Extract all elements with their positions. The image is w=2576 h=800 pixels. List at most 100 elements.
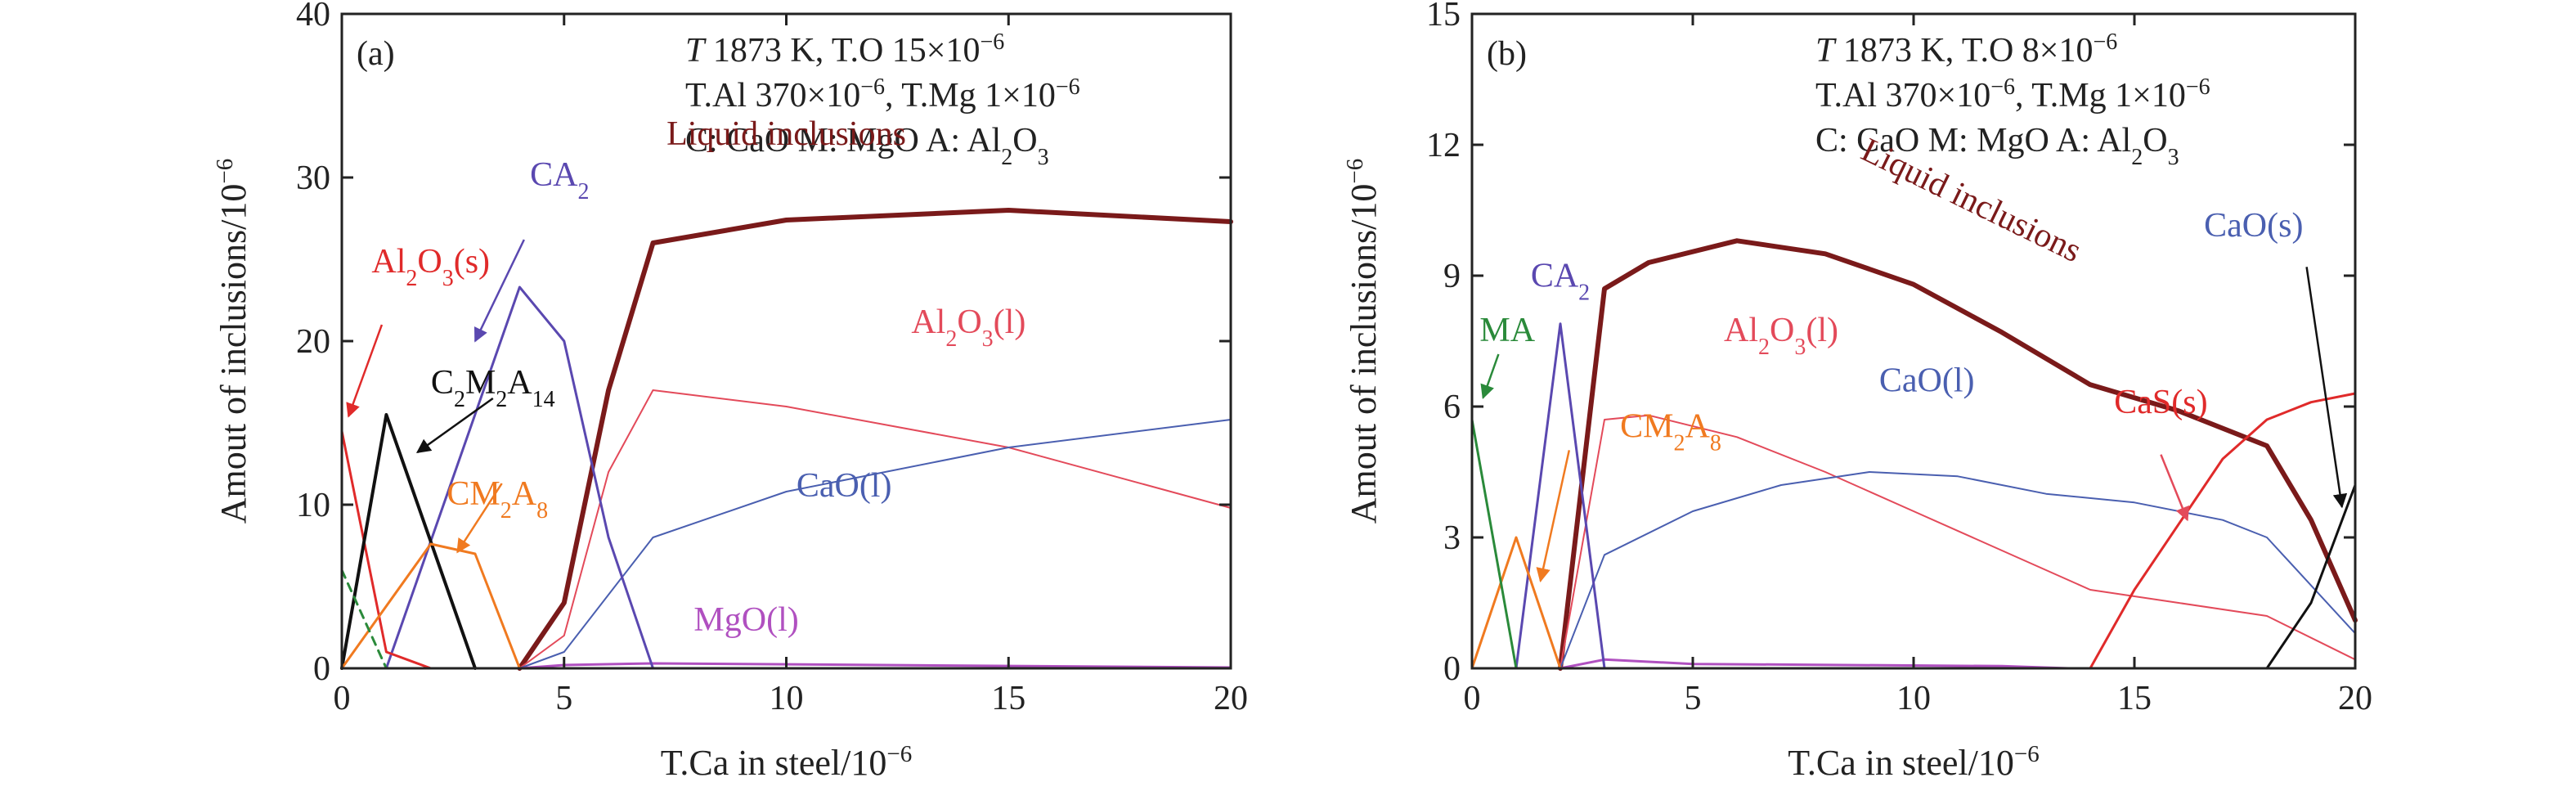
x-tick-label: 10 xyxy=(770,680,804,717)
x-tick-label: 15 xyxy=(991,680,1025,717)
text-run: −6 xyxy=(2094,29,2118,55)
text-run: T.Ca in steel/10 xyxy=(661,743,887,783)
text-run: C: CaO M: MgO A: Al xyxy=(685,122,1001,160)
y-tick-label: 0 xyxy=(313,650,330,688)
text-run: Al xyxy=(1724,312,1758,349)
series-label: CaO(l) xyxy=(1879,362,1975,399)
series-line-c2m2a14 xyxy=(340,413,477,670)
text-run: 3 xyxy=(442,266,454,291)
text-run: M xyxy=(465,364,496,402)
text-run: 2 xyxy=(496,387,507,412)
text-run: CM xyxy=(447,475,500,513)
text-run: T xyxy=(1815,32,1837,70)
y-tick-label: 20 xyxy=(296,323,330,361)
text-run: O xyxy=(957,303,981,341)
y-tick-label: 6 xyxy=(1443,389,1461,426)
series-label: C2M2A14 xyxy=(431,364,555,412)
text-run: Amout of inclusions/10 xyxy=(1344,184,1384,524)
y-tick-label: 15 xyxy=(1426,0,1461,34)
series-label: CaO(s) xyxy=(2204,207,2303,245)
x-tick-label: 5 xyxy=(1685,680,1702,717)
text-run: 2 xyxy=(1674,430,1685,456)
text-run: A xyxy=(1685,407,1711,445)
series-label: Al2O3(l) xyxy=(1724,312,1838,360)
label-arrow xyxy=(1480,353,1500,399)
y-tick-label: 3 xyxy=(1443,519,1461,557)
series-label: Al2O3(s) xyxy=(371,243,490,291)
series-label: Al2O3(l) xyxy=(911,303,1025,352)
conditions-line: T 1873 K, T.O 8×10−6 xyxy=(1815,29,2117,70)
y-tick-label: 40 xyxy=(296,0,330,34)
label-arrow xyxy=(456,483,503,554)
x-tick-label: 20 xyxy=(1214,680,1248,717)
series-line-liquid-inclusions xyxy=(1558,238,2358,671)
text-run: 3 xyxy=(1794,335,1806,360)
text-run: (s) xyxy=(454,243,490,281)
text-run: O xyxy=(2143,122,2167,160)
series-label: CaO(l) xyxy=(797,467,892,505)
text-run: T.Al 370×10 xyxy=(685,77,860,115)
text-run: 2 xyxy=(1758,335,1770,360)
series-line-liquid-inclusions xyxy=(517,208,1233,671)
series-line-cm2a8 xyxy=(1470,536,1562,670)
y-axis-label: Amout of inclusions/10−6 xyxy=(212,159,254,524)
conditions-line: T.Al 370×10−6, T.Mg 1×10−6 xyxy=(1815,74,2210,115)
text-run: Al xyxy=(911,303,945,341)
conditions-line: C: CaO M: MgO A: Al2O3 xyxy=(685,122,1049,170)
text-run: −6 xyxy=(860,74,885,100)
series-line-cao-l- xyxy=(1560,471,2356,669)
series-line-cao-s- xyxy=(2265,483,2357,670)
text-run: T xyxy=(685,32,707,70)
series-label: MgO(l) xyxy=(693,601,798,639)
y-axis-label: Amout of inclusions/10−6 xyxy=(1342,159,1384,524)
label-arrow xyxy=(473,239,525,343)
text-run: CaO(l) xyxy=(1879,362,1975,399)
panel-label: (a) xyxy=(357,35,395,73)
series-label: CM2A8 xyxy=(1620,407,1721,456)
text-run: CaO(s) xyxy=(2204,207,2303,245)
text-run: (l) xyxy=(994,303,1026,341)
label-arrow xyxy=(1536,450,1571,583)
x-tick-label: 10 xyxy=(1896,680,1931,717)
conditions-line: T 1873 K, T.O 15×10−6 xyxy=(685,29,1004,70)
text-run: 3 xyxy=(1038,145,1049,170)
series-line-ma xyxy=(1470,418,2357,670)
text-run: 2 xyxy=(454,387,465,412)
series-line-mgo-l- xyxy=(1559,658,2070,670)
conditions-line: T.Al 370×10−6, T.Mg 1×10−6 xyxy=(685,74,1080,115)
x-tick-label: 5 xyxy=(555,680,572,717)
series-line-cas-s- xyxy=(2089,392,2357,670)
text-run: 8 xyxy=(536,498,548,524)
text-run: −6 xyxy=(2186,74,2210,100)
y-tick-label: 9 xyxy=(1443,258,1461,295)
series-label: Liquid inclusions xyxy=(666,115,906,153)
text-run: 3 xyxy=(2168,145,2179,170)
text-run: 2 xyxy=(2131,145,2143,170)
text-run: O xyxy=(417,243,442,281)
series-line-ma xyxy=(340,569,388,670)
y-tick-label: 0 xyxy=(1443,650,1461,688)
text-run: CA xyxy=(530,156,578,194)
x-tick-label: 0 xyxy=(1464,680,1481,717)
text-run: 2 xyxy=(406,266,417,291)
conditions-line: C: CaO M: MgO A: Al2O3 xyxy=(1815,122,2179,170)
panel-label: (b) xyxy=(1487,35,1527,73)
x-tick-label: 20 xyxy=(2338,680,2372,717)
text-run: 2 xyxy=(500,498,512,524)
text-run: −6 xyxy=(981,29,1005,55)
series-label: CM2A8 xyxy=(447,475,548,524)
text-run: 3 xyxy=(982,326,994,352)
series-label: MA xyxy=(1479,312,1535,349)
x-axis-label: T.Ca in steel/10−6 xyxy=(1788,741,2039,783)
text-run: O xyxy=(1012,122,1037,160)
label-arrow xyxy=(2160,454,2189,522)
text-run: CaS(s) xyxy=(2114,384,2207,421)
text-run: 2 xyxy=(945,326,957,352)
text-run: MA xyxy=(1479,312,1535,349)
text-run: C: CaO M: MgO A: Al xyxy=(1815,122,2131,160)
text-run: T.Al 370×10 xyxy=(1815,77,1990,115)
y-tick-label: 10 xyxy=(296,487,330,524)
text-run: −6 xyxy=(2014,741,2040,767)
series-line-cm2a8 xyxy=(340,542,521,670)
